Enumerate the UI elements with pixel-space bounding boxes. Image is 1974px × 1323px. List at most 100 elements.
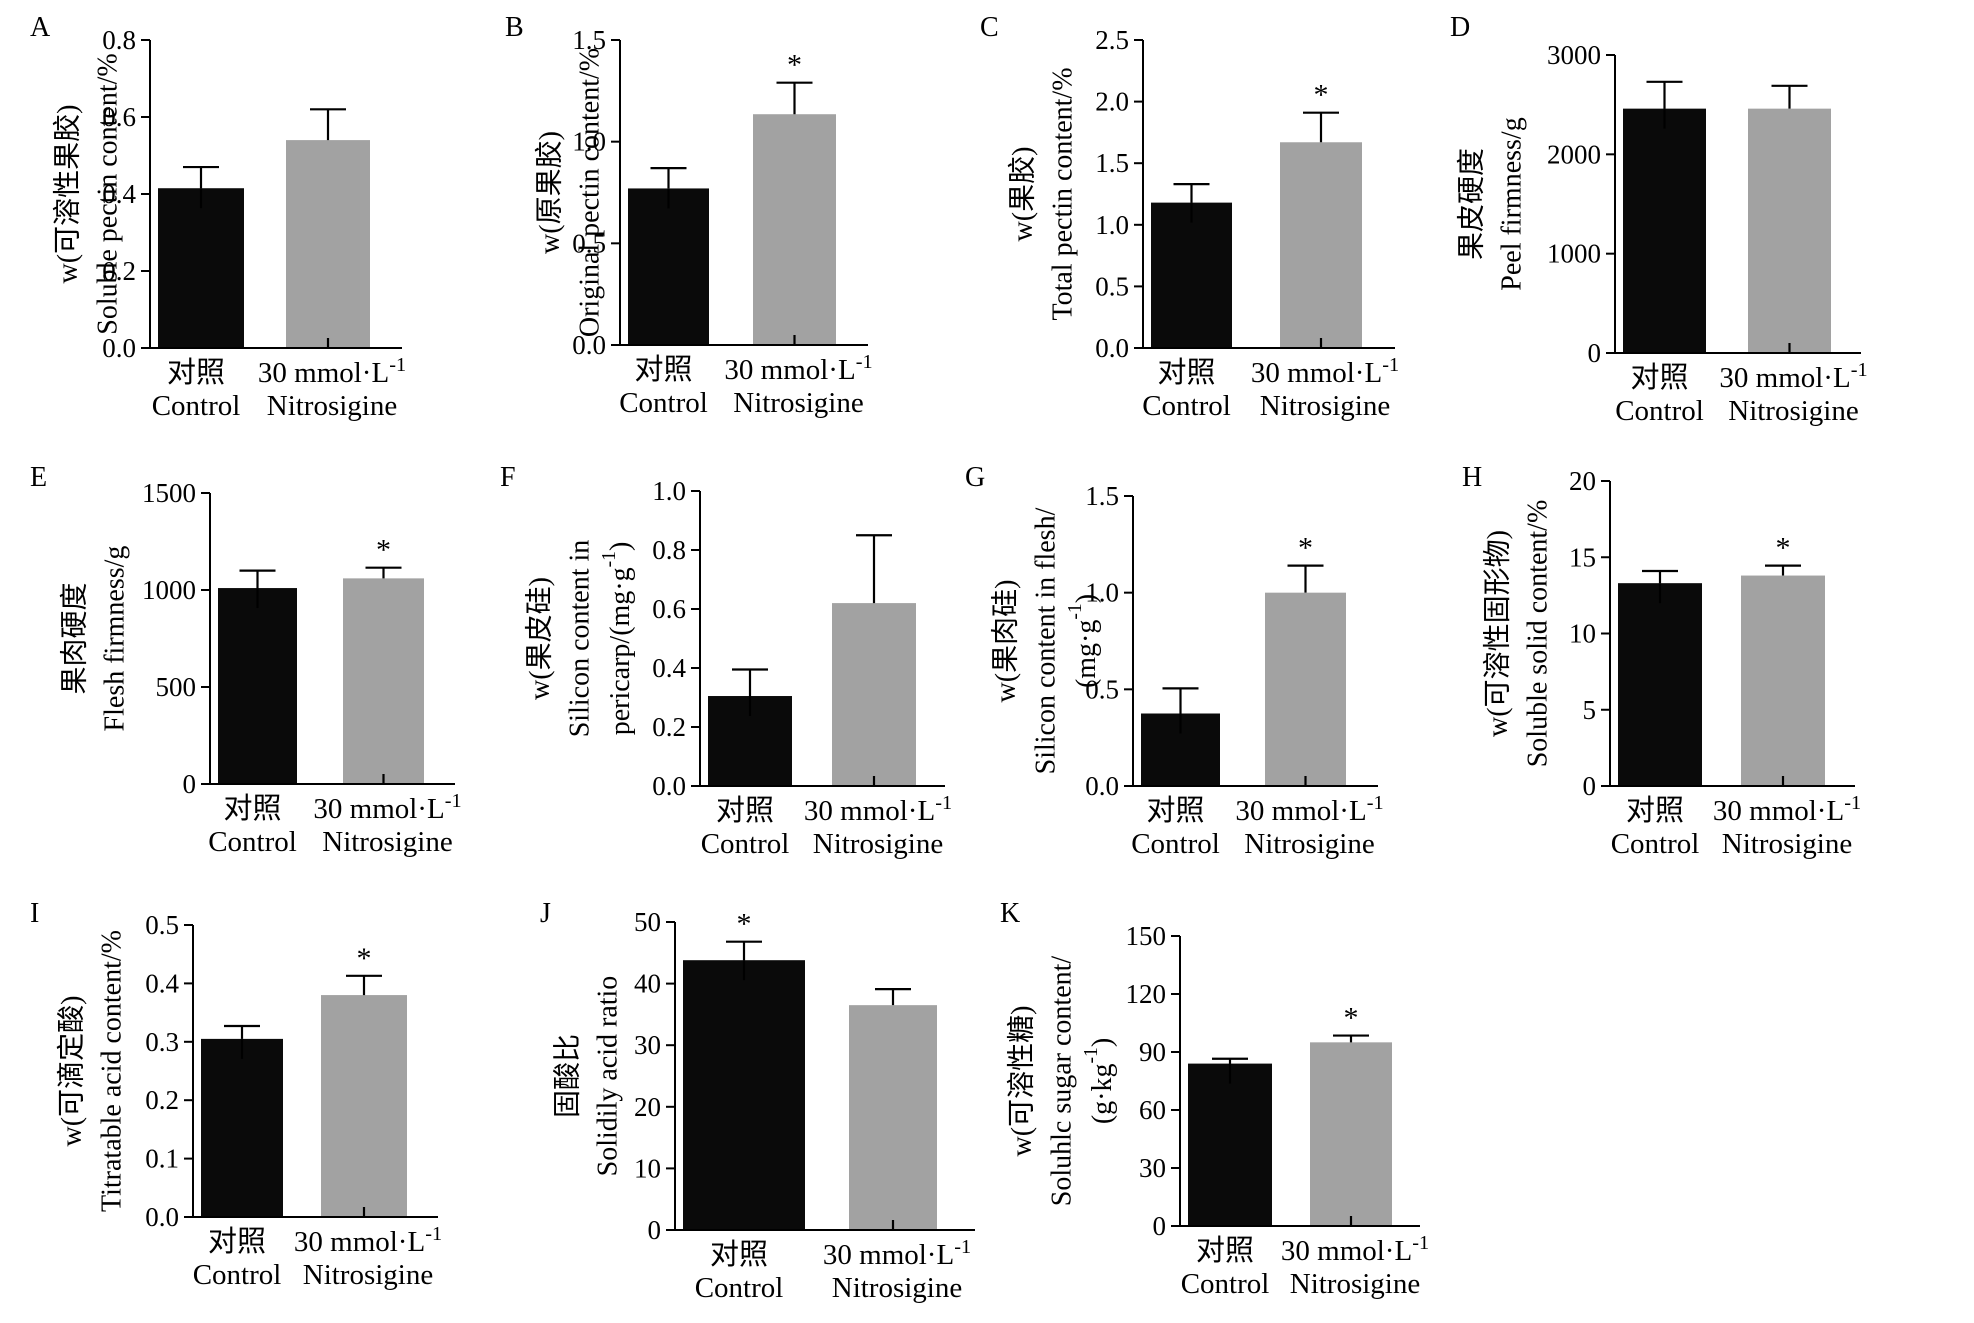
y-tick-label: 0.0: [145, 1202, 179, 1232]
y-axis-label: w(果胶): [1007, 147, 1039, 242]
y-tick-label: 0.2: [145, 1085, 179, 1115]
category-label: Nitrosigine: [832, 1272, 963, 1304]
y-tick-label: 0.8: [102, 25, 136, 55]
error-bar: [726, 940, 762, 961]
y-tick-label: 1.0: [652, 476, 686, 506]
y-tick-label: 5: [1583, 695, 1597, 725]
error-bar: [365, 566, 402, 579]
y-axis-label: Titratable acid content/%: [97, 930, 128, 1212]
category-label: Control: [208, 826, 297, 858]
error-bar: [224, 1024, 260, 1039]
error-bar: [1287, 564, 1324, 593]
category-label: Control: [1131, 828, 1220, 860]
category-label: Control: [619, 387, 708, 419]
category-label: Nitrosigine: [1722, 828, 1853, 860]
y-axis-label: Flesh firmness/g: [100, 546, 131, 732]
significance-marker: *: [1776, 532, 1791, 565]
y-axis-label: w(果皮硅): [524, 577, 556, 700]
panel-g: Gw(果肉硅) Silicon content in flesh/(mg·g-1)…: [965, 462, 1384, 860]
y-tick-label: 0.5: [1085, 674, 1119, 704]
y-tick-label: 3000: [1547, 40, 1601, 70]
y-tick-label: 0: [1153, 1211, 1167, 1241]
y-axis-label: Solidily acid ratio: [593, 976, 624, 1177]
category-label: 30 mmol·L-1: [804, 792, 952, 827]
y-axis-label: 固酸比: [552, 1034, 584, 1118]
error-bar: [776, 81, 813, 115]
panel-letter: H: [1462, 462, 1482, 493]
y-axis-label: Peel firmness/g: [1497, 117, 1528, 290]
category-label: Control: [695, 1272, 784, 1304]
error-bar: [732, 668, 768, 697]
category-label: Control: [193, 1259, 282, 1291]
y-axis-label: w(果肉硅): [990, 580, 1022, 703]
panel-b: Bw(原果胶) Original pectin content/% 对照Contro…: [505, 12, 873, 419]
bar-control: [1188, 1063, 1272, 1226]
error-bar: [1212, 1057, 1248, 1064]
y-axis-label: Total pectin content/%: [1048, 67, 1079, 320]
y-axis-label: Soluhlc sugar content/: [1047, 956, 1078, 1207]
bar-nitrosigine: [1741, 575, 1825, 786]
y-axis-label: w(可滴定酸): [56, 996, 88, 1147]
y-axis-label: Soluble solid content/%: [1523, 500, 1554, 768]
y-axis-label: Soluble pectin content/%: [93, 53, 124, 335]
panel-k: Kw(可溶性糖) Soluhlc sugar content/(g·kg-1) 对照…: [1000, 898, 1429, 1300]
error-bar: [1771, 84, 1808, 109]
bar-nitrosigine: [343, 578, 424, 784]
category-label: Nitrosigine: [733, 387, 864, 419]
category-label: 30 mmol·L-1: [1281, 1232, 1429, 1267]
y-tick-label: 10: [1569, 619, 1596, 649]
y-tick-label: 0: [183, 769, 197, 799]
y-tick-label: 0.5: [145, 910, 179, 940]
y-axis-label: Original pectin content/%: [575, 48, 606, 337]
y-tick-label: 15: [1569, 542, 1596, 572]
y-axis-label: w(可溶性固形物): [1482, 530, 1514, 737]
error-bar: [310, 108, 346, 141]
category-label: 30 mmol·L-1: [258, 354, 406, 389]
category-label: 对照: [710, 1238, 768, 1271]
y-tick-label: 1000: [142, 575, 196, 605]
y-tick-label: 0.5: [1095, 271, 1129, 301]
error-bar: [650, 167, 687, 189]
y-axis-label: w(可溶性果胶): [52, 105, 84, 284]
category-label: 30 mmol·L-1: [1719, 359, 1867, 394]
y-tick-label: 0.4: [145, 968, 179, 998]
error-bar: [183, 165, 219, 189]
category-label: 对照: [223, 792, 281, 825]
category-label: Nitrosigine: [1290, 1268, 1421, 1300]
panel-letter: J: [540, 898, 551, 929]
category-label: 30 mmol·L-1: [1251, 354, 1399, 389]
error-bar: [1642, 569, 1678, 584]
y-axis-label: pericarp/(mg·g-1): [599, 542, 636, 736]
bar-control: [1623, 108, 1706, 353]
error-bar: [1303, 111, 1339, 143]
y-tick-label: 40: [634, 969, 661, 999]
y-tick-label: 1.0: [1085, 578, 1119, 608]
y-tick-label: 10: [634, 1153, 661, 1183]
panel-letter: E: [30, 462, 47, 493]
category-label: 对照: [1626, 794, 1684, 827]
error-bar: [1173, 183, 1210, 203]
error-bar: [875, 988, 911, 1006]
error-bar: [1646, 80, 1683, 109]
y-tick-label: 0.0: [572, 330, 606, 360]
panel-letter: I: [30, 898, 39, 929]
category-label: Nitrosigine: [813, 828, 944, 860]
category-label: 对照: [1146, 794, 1204, 827]
category-label: Nitrosigine: [1244, 828, 1375, 860]
panel-letter: D: [1450, 12, 1470, 43]
y-tick-label: 0.2: [102, 256, 136, 286]
category-label: 对照: [716, 794, 774, 827]
y-tick-label: 0.4: [102, 179, 136, 209]
bar-control: [158, 188, 244, 348]
y-axis-label: (mg·g-1): [1065, 594, 1102, 688]
panel-letter: G: [965, 462, 985, 493]
bar-control: [1151, 202, 1232, 348]
significance-marker: *: [1314, 79, 1329, 112]
bar-control: [1618, 583, 1702, 786]
category-label: Control: [1611, 828, 1700, 860]
y-tick-label: 0.0: [102, 333, 136, 363]
